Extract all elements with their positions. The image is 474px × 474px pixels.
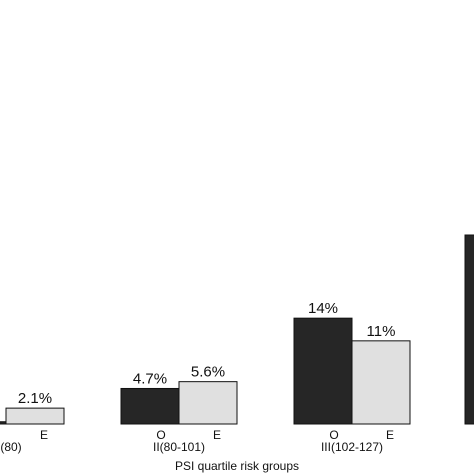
bar-g3-o: [293, 317, 353, 425]
bar-g1-o: [0, 421, 7, 425]
bar-value-label: 11%: [367, 323, 396, 340]
bars-layer: [0, 234, 474, 425]
bar-g2-o: [120, 387, 180, 425]
bar-g3-e: [351, 340, 411, 425]
group-label: III(102-127): [321, 440, 383, 454]
group-label: (80): [0, 440, 21, 454]
bar-code-label: E: [213, 428, 221, 442]
bar-code-label: E: [386, 428, 394, 442]
labels-layer: O2.1%E(80)4.7%O5.6%EII(80-101)14%O11%EII…: [0, 300, 395, 454]
bar-g4-bar: [464, 234, 474, 425]
bar-g2-e: [178, 381, 238, 425]
bar-value-label: 4.7%: [133, 370, 167, 387]
bar-code-label: O: [329, 428, 338, 442]
bar-value-label: 2.1%: [18, 390, 52, 407]
bar-value-label: 5.6%: [191, 364, 225, 381]
bar-code-label: E: [40, 428, 48, 442]
x-axis-label: PSI quartile risk groups: [175, 459, 299, 473]
bar-value-label: 14%: [308, 300, 338, 317]
group-label: II(80-101): [153, 440, 205, 454]
bar-g1-e: [5, 407, 65, 425]
bar-code-label: O: [156, 428, 165, 442]
